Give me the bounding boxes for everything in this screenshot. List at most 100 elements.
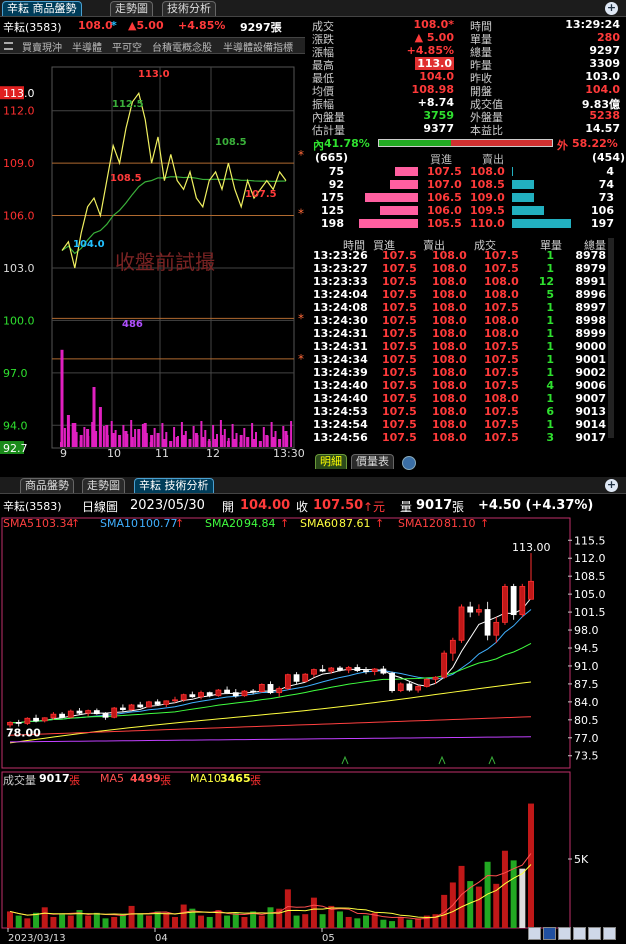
tick-row[interactable]: 13:23:26 107.5 108.0 107.5 1 8978 — [310, 249, 610, 262]
grid-icon[interactable] — [603, 927, 616, 940]
add-panel-icon-2[interactable]: + — [605, 478, 618, 492]
candle[interactable] — [415, 686, 422, 691]
candle[interactable] — [198, 692, 204, 698]
candle[interactable] — [276, 688, 283, 694]
zoom-in-icon[interactable] — [573, 927, 586, 940]
candle[interactable] — [7, 721, 13, 726]
tab-trend-chart[interactable]: 走勢圖 — [110, 1, 153, 16]
candle[interactable] — [163, 700, 170, 705]
tab-technical-analysis-2[interactable]: 辛耘 技術分析 — [134, 478, 214, 493]
candle[interactable] — [146, 701, 152, 708]
candle[interactable] — [154, 701, 161, 705]
candle[interactable] — [137, 704, 144, 708]
candle[interactable] — [528, 580, 534, 600]
candle[interactable] — [380, 668, 387, 674]
tick-row[interactable]: 13:24:31 107.5 108.0 107.5 1 9000 — [310, 340, 610, 353]
candle[interactable] — [397, 683, 404, 691]
candle[interactable] — [337, 667, 343, 671]
candle[interactable] — [206, 692, 213, 697]
candle[interactable] — [519, 586, 526, 616]
candle[interactable] — [224, 689, 230, 694]
tab-quote-overview[interactable]: 辛耘 商品盤勢 — [2, 1, 82, 16]
candle[interactable] — [458, 606, 465, 641]
candle[interactable] — [432, 676, 439, 680]
candle[interactable] — [510, 586, 517, 616]
tick-row[interactable]: 13:24:34 107.5 108.0 107.5 1 9001 — [310, 353, 610, 366]
tick-row[interactable]: 13:24:40 107.5 108.0 108.0 1 9007 — [310, 392, 610, 405]
daily-candle-chart[interactable]: 115.5 112.0 108.5 105.0 101.5 98.0 94.5 91.0 87.… — [0, 516, 626, 943]
tick-row[interactable]: 13:24:30 107.5 108.0 108.0 1 8998 — [310, 314, 610, 327]
tab-price-volume[interactable]: 價量表 — [351, 454, 394, 469]
candle[interactable] — [119, 707, 126, 710]
candle[interactable] — [467, 606, 474, 613]
tick-row[interactable]: 13:24:39 107.5 108.0 107.5 1 9002 — [310, 366, 610, 379]
candle[interactable] — [241, 690, 248, 697]
period-label[interactable]: 日線圖 — [82, 500, 119, 514]
tick-row[interactable]: 13:24:04 107.5 108.0 108.0 5 8996 — [310, 288, 610, 301]
candle[interactable] — [15, 721, 22, 724]
candle[interactable] — [311, 669, 317, 675]
toolbar-item-tsmc-concept[interactable]: 台積電概念股 — [152, 43, 212, 54]
candle[interactable] — [284, 674, 291, 689]
toolbar-item-short-sell[interactable]: 平可空 — [112, 43, 142, 54]
candle[interactable] — [93, 710, 100, 715]
settings-icon[interactable] — [588, 927, 601, 940]
toolbar-item-semiconductor[interactable]: 半導體 — [72, 43, 102, 54]
tab-technical-analysis[interactable]: 技術分析 — [162, 1, 216, 16]
tick-list[interactable]: 時間 買進 賣出 成交 單量 總量 13:23:26 107.5 108.0 107.5 1 8978… — [310, 237, 610, 447]
intraday-chart[interactable]: 113.0 112.0 109.0 106.0 103.0 100.0 97.0 94.0 92… — [0, 55, 308, 458]
candle[interactable] — [484, 609, 491, 636]
tick-row[interactable]: 13:24:40 107.5 108.0 107.5 4 9006 — [310, 379, 610, 392]
tab-trend-chart-2[interactable]: 走勢圖 — [82, 478, 125, 493]
chart-type-icon[interactable] — [543, 927, 556, 940]
candle[interactable] — [423, 678, 430, 687]
candle[interactable] — [441, 652, 448, 678]
add-panel-icon[interactable]: + — [605, 1, 618, 15]
candle[interactable] — [345, 667, 352, 671]
candle[interactable] — [293, 674, 300, 682]
candle[interactable] — [406, 683, 413, 691]
tick-row[interactable]: 13:24:31 107.5 108.0 108.0 1 8999 — [310, 327, 610, 340]
candle[interactable] — [111, 707, 118, 718]
candle[interactable] — [59, 713, 65, 718]
tick-row[interactable]: 13:23:33 107.5 108.0 108.0 12 8991 — [310, 275, 610, 288]
toolbar-menu-icon[interactable] — [4, 42, 13, 50]
candle[interactable] — [24, 717, 31, 724]
candle[interactable] — [250, 690, 257, 693]
tick-list-scrollbar[interactable] — [608, 238, 614, 438]
candle[interactable] — [502, 586, 508, 623]
tick-row[interactable]: 13:24:54 107.5 108.0 107.5 1 9014 — [310, 418, 610, 431]
candle[interactable] — [172, 699, 178, 702]
tick-row[interactable]: 13:24:53 107.5 108.0 107.5 6 9013 — [310, 405, 610, 418]
zoom-out-icon[interactable] — [558, 927, 571, 940]
candle[interactable] — [371, 668, 378, 673]
candle[interactable] — [389, 672, 395, 691]
candle[interactable] — [67, 710, 74, 718]
candle[interactable] — [232, 692, 239, 697]
candle[interactable] — [363, 670, 369, 673]
tick-row[interactable]: 13:23:27 107.5 108.0 107.5 1 8979 — [310, 262, 610, 275]
candle[interactable] — [215, 689, 222, 697]
toolbar-item-equipment-index[interactable]: 半導體設備指標 — [223, 43, 293, 54]
candle[interactable] — [33, 717, 39, 722]
toolbar-item-daytrade[interactable]: 買賣現沖 — [22, 43, 62, 54]
candle[interactable] — [258, 684, 265, 693]
candle[interactable] — [189, 694, 196, 698]
candle[interactable] — [319, 669, 326, 672]
tick-row[interactable]: 13:24:08 107.5 108.0 107.5 1 8997 — [310, 301, 610, 314]
refresh-icon[interactable] — [402, 456, 416, 470]
chart-tool-icon[interactable] — [528, 927, 541, 940]
candle[interactable] — [302, 673, 309, 682]
candle[interactable] — [50, 713, 57, 719]
candle[interactable] — [354, 667, 361, 671]
tick-row[interactable]: 13:24:56 107.5 108.0 107.5 3 9017 — [310, 431, 610, 444]
candle[interactable] — [180, 694, 187, 701]
candle[interactable] — [267, 684, 274, 694]
candle[interactable] — [41, 717, 48, 722]
candle[interactable] — [449, 639, 456, 654]
candle[interactable] — [102, 713, 109, 718]
candle[interactable] — [493, 621, 500, 636]
candle[interactable] — [475, 609, 482, 613]
tab-quote-overview-2[interactable]: 商品盤勢 — [20, 478, 74, 493]
candle[interactable] — [76, 710, 83, 714]
